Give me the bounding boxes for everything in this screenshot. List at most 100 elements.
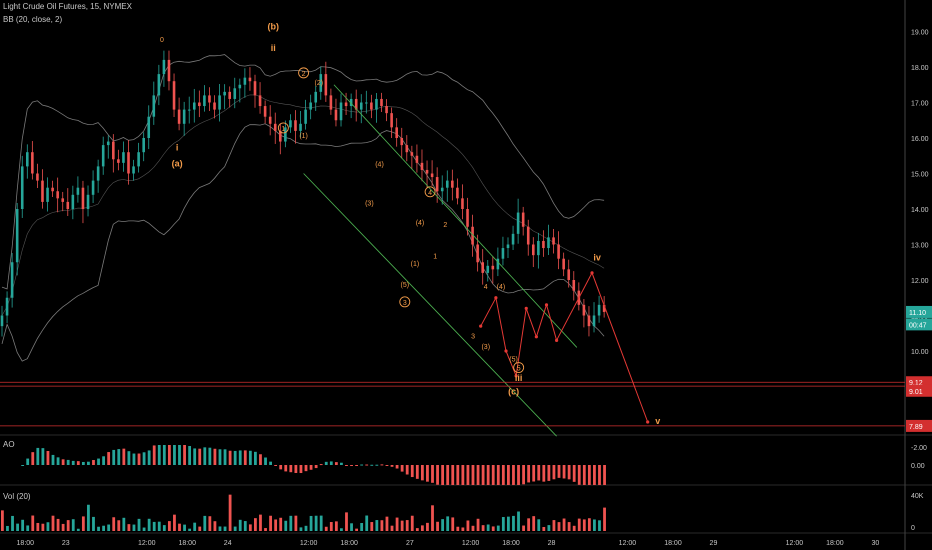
volume-bar xyxy=(456,526,460,531)
candle xyxy=(587,315,591,327)
chart-symbol-title[interactable]: Light Crude Oil Futures, 15, NYMEX xyxy=(3,2,132,11)
volume-bar xyxy=(274,519,278,531)
volume-bar xyxy=(461,527,465,531)
ao-bar xyxy=(117,449,121,465)
ao-bar xyxy=(375,464,379,466)
candle xyxy=(299,123,302,131)
wave-label: 1 xyxy=(433,254,437,261)
volume-bar xyxy=(324,526,328,531)
candle xyxy=(152,95,156,117)
ao-bar xyxy=(456,465,460,485)
ao-bar xyxy=(309,465,313,470)
candle xyxy=(31,152,34,174)
ao-bar xyxy=(269,461,272,465)
wave-label-circle xyxy=(399,296,411,308)
ao-bar xyxy=(46,451,50,465)
volume-bar xyxy=(314,515,318,531)
candle xyxy=(36,173,39,181)
candle xyxy=(284,127,287,142)
ao-bar xyxy=(547,465,551,481)
volume-bar xyxy=(289,515,293,531)
ao-bar xyxy=(466,465,470,485)
candle xyxy=(76,187,80,195)
candle xyxy=(339,102,343,121)
time-axis[interactable]: 18:00 23 12:00 18:00 24 12:00 18:00 27 12:00 18:0… xyxy=(17,540,880,547)
bb-upper-band xyxy=(1,54,605,290)
candle xyxy=(410,152,414,156)
ao-bar xyxy=(132,453,136,465)
wave-label: 2 xyxy=(302,71,306,78)
ao-bar xyxy=(496,465,500,485)
candle xyxy=(359,102,363,110)
ao-bar xyxy=(56,457,60,465)
volume-bar xyxy=(319,515,323,531)
volume-bar xyxy=(117,520,121,531)
projection-vertex xyxy=(494,296,498,300)
volume-bar xyxy=(400,520,404,531)
candle xyxy=(440,187,444,192)
volume-bar xyxy=(269,515,272,531)
price-axis[interactable]: 19.00 18.00 17.00 16.00 15.00 14.00 13.00 12.00… xyxy=(911,30,929,428)
price-label-text: 9.01 xyxy=(909,389,923,396)
ao-bar xyxy=(36,447,40,465)
volume-bar xyxy=(491,526,495,531)
candle xyxy=(486,265,490,273)
volume-bar xyxy=(142,527,146,531)
volume-bar xyxy=(238,519,242,531)
candle xyxy=(0,315,4,327)
ao-bar xyxy=(279,465,283,470)
time-tick-label: 12:00 xyxy=(138,540,156,547)
ao-bar xyxy=(183,445,186,465)
trend-channel[interactable] xyxy=(303,84,578,437)
volume-bar xyxy=(405,520,409,531)
volume-bar xyxy=(436,521,439,531)
ao-bar xyxy=(41,448,45,465)
wave-label: iv xyxy=(593,252,601,262)
ao-bar xyxy=(405,465,409,475)
volume-bar xyxy=(517,511,520,531)
ao-bar xyxy=(557,465,561,478)
volume-bar xyxy=(162,525,166,531)
candle xyxy=(592,315,596,327)
price-candles[interactable] xyxy=(0,50,606,337)
ao-bar xyxy=(299,465,303,474)
candle xyxy=(511,233,515,245)
price-tick-label: 10.00 xyxy=(911,349,929,356)
time-tick-label: 18:00 xyxy=(178,540,196,547)
bollinger-indicator-label[interactable]: BB (20, close, 2) xyxy=(3,15,63,24)
volume-bar xyxy=(11,515,14,531)
volume-bar xyxy=(294,515,298,531)
volume-bar xyxy=(507,516,510,531)
volume-bar xyxy=(420,525,424,531)
candle xyxy=(405,145,409,153)
candle xyxy=(258,95,262,107)
wave-label: (4) xyxy=(416,220,425,227)
projection-vertex xyxy=(646,420,650,424)
volume-bar xyxy=(208,516,212,531)
price-tick-label: 14.00 xyxy=(911,207,929,214)
support-lines[interactable] xyxy=(0,381,905,427)
ao-indicator-label[interactable]: AO xyxy=(3,440,15,449)
ao-bar xyxy=(102,456,105,465)
ao-bar xyxy=(21,465,25,466)
ao-bar xyxy=(420,465,424,481)
wave-label: (1) xyxy=(299,133,308,140)
ao-histogram: 0.00 -2.00 xyxy=(21,445,927,485)
volume-bar xyxy=(31,515,35,531)
ao-bar xyxy=(471,465,475,485)
volume-bar xyxy=(188,528,192,531)
volume-bar xyxy=(552,520,556,531)
candle xyxy=(380,98,383,107)
wave-label: 4 xyxy=(428,190,432,197)
volume-indicator-label[interactable]: Vol (20) xyxy=(3,492,31,501)
volume-bar xyxy=(46,522,50,531)
volume-bar xyxy=(481,525,485,531)
candle xyxy=(309,102,312,110)
wave-label: (c) xyxy=(508,386,519,396)
volume-bar xyxy=(582,519,586,531)
wave-label: ii xyxy=(271,43,276,53)
price-label-box xyxy=(906,318,932,331)
volume-bar xyxy=(193,522,197,531)
wave-projection-path[interactable] xyxy=(479,271,650,424)
